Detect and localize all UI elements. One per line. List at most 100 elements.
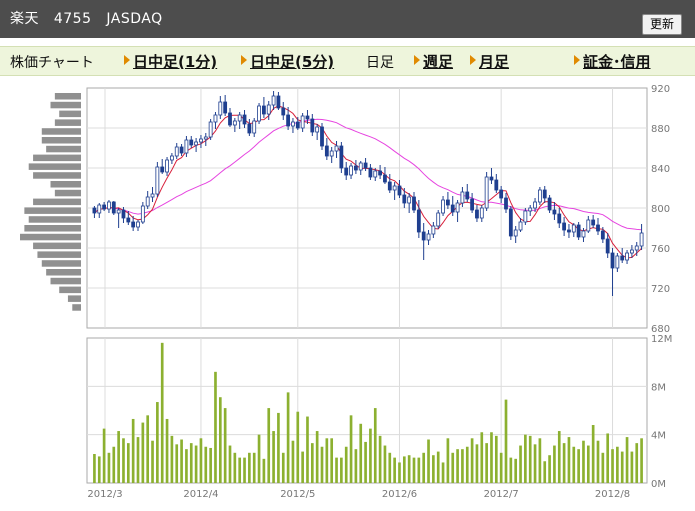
candle-body: [295, 121, 300, 129]
stock-chart: 680 720 760 800 840 880 920 0M 4M 8M 12M 2012/3 2012…: [20, 84, 672, 500]
candle-body: [557, 213, 562, 224]
candle-body: [252, 120, 257, 134]
volume-bar: [320, 446, 324, 483]
candle-body: [353, 165, 358, 171]
candle-body: [528, 207, 533, 212]
volume-tick-label: 12M: [651, 334, 672, 345]
volume-bar: [315, 431, 319, 483]
volume-bar: [485, 443, 488, 483]
volume-bar: [528, 435, 532, 483]
candle-body: [596, 224, 600, 232]
volume-bar: [616, 446, 619, 483]
candle-body: [373, 170, 378, 178]
candle-body: [421, 231, 426, 241]
candle-body: [102, 204, 107, 210]
volume-bar: [272, 431, 275, 483]
volume-bar: [102, 428, 106, 483]
candle-body: [208, 121, 213, 138]
volume-bar: [480, 432, 484, 483]
candle-body: [547, 197, 552, 211]
candle-body: [300, 115, 305, 129]
candle-body: [116, 209, 121, 214]
candle-body: [615, 255, 620, 269]
volume-profile-bar: [20, 233, 81, 241]
volume-profile-bar: [41, 128, 81, 135]
candle-body: [542, 189, 547, 199]
volume-bar: [635, 443, 639, 483]
volume-bar: [335, 457, 338, 483]
refresh-button[interactable]: 更新: [642, 14, 682, 35]
candle-body: [271, 95, 276, 106]
volume-bar: [625, 437, 629, 483]
candle-body: [155, 166, 160, 195]
volume-bar: [257, 434, 261, 483]
volume-profile-bar: [54, 189, 81, 197]
volume-profile-bar: [67, 295, 81, 302]
candle-body: [392, 185, 397, 191]
volume-bar: [383, 445, 387, 483]
volume-bar: [596, 440, 600, 483]
volume-bar: [146, 415, 150, 483]
nav-link-monthly[interactable]: 月足: [479, 53, 510, 71]
volume-bar: [122, 438, 125, 483]
candle-body: [402, 194, 407, 204]
volume-bar: [325, 438, 329, 483]
chart-nav: 株価チャート 日中足(1分) 日中足(5分) 日足 週足 月足 証金･信用: [0, 46, 695, 76]
nav-link-intraday-1min[interactable]: 日中足(1分): [133, 53, 218, 71]
volume-bar: [310, 443, 314, 483]
candle-body: [145, 196, 150, 207]
stock-title: 楽天 4755 JASDAQ: [10, 8, 163, 28]
volume-bar: [378, 435, 382, 483]
nav-link-intraday-5min[interactable]: 日中足(5分): [250, 53, 335, 71]
candle-body: [334, 145, 339, 152]
volume-bar: [475, 444, 479, 483]
candle-body: [533, 201, 537, 209]
candle-body: [329, 150, 334, 157]
volume-bar: [509, 457, 513, 483]
volume-profile-bar: [28, 216, 81, 223]
volume-bar: [218, 397, 222, 483]
volume-bar: [606, 433, 610, 483]
volume-profile-bar: [33, 198, 81, 206]
candle-body: [266, 104, 271, 115]
volume-bar: [557, 431, 561, 483]
volume-profile-bar: [59, 286, 81, 294]
volume-bar: [126, 443, 130, 483]
nav-link-margin[interactable]: 証金･信用: [583, 53, 651, 71]
volume-bar: [291, 440, 295, 483]
candle-body: [218, 101, 223, 116]
volume-bar: [620, 451, 624, 483]
candle-body: [441, 199, 445, 214]
candle-body: [203, 136, 208, 140]
volume-profile-bar: [72, 304, 81, 311]
nav-link-weekly[interactable]: 週足: [423, 53, 454, 71]
volume-bar: [441, 462, 445, 483]
x-tick-label: 2012/4: [183, 489, 218, 500]
volume-bar: [533, 444, 537, 483]
candle-body: [339, 145, 344, 169]
volume-bar: [398, 462, 401, 483]
candle-body: [436, 212, 441, 227]
candle-body: [504, 197, 508, 210]
candle-body: [455, 202, 460, 213]
volume-bar: [185, 449, 188, 483]
volume-bar: [344, 446, 348, 483]
candle-body: [257, 105, 261, 122]
candle-body: [475, 209, 479, 219]
arrow-right-icon: [470, 55, 476, 65]
x-tick-label: 2012/5: [280, 489, 315, 500]
market-name: 楽天: [10, 11, 39, 27]
volume-profile-bar: [50, 181, 81, 188]
volume-bar: [586, 445, 590, 483]
volume-bar: [330, 438, 334, 483]
candle-body: [140, 205, 145, 223]
x-tick-label: 2012/3: [87, 489, 122, 500]
candle-body: [276, 95, 281, 109]
volume-bar: [388, 452, 392, 483]
volume-bar: [354, 449, 358, 483]
volume-bar: [514, 458, 518, 483]
volume-bar: [349, 415, 353, 483]
volume-profile-bar: [50, 101, 81, 109]
volume-bar: [107, 452, 111, 483]
candle-body: [228, 112, 232, 126]
